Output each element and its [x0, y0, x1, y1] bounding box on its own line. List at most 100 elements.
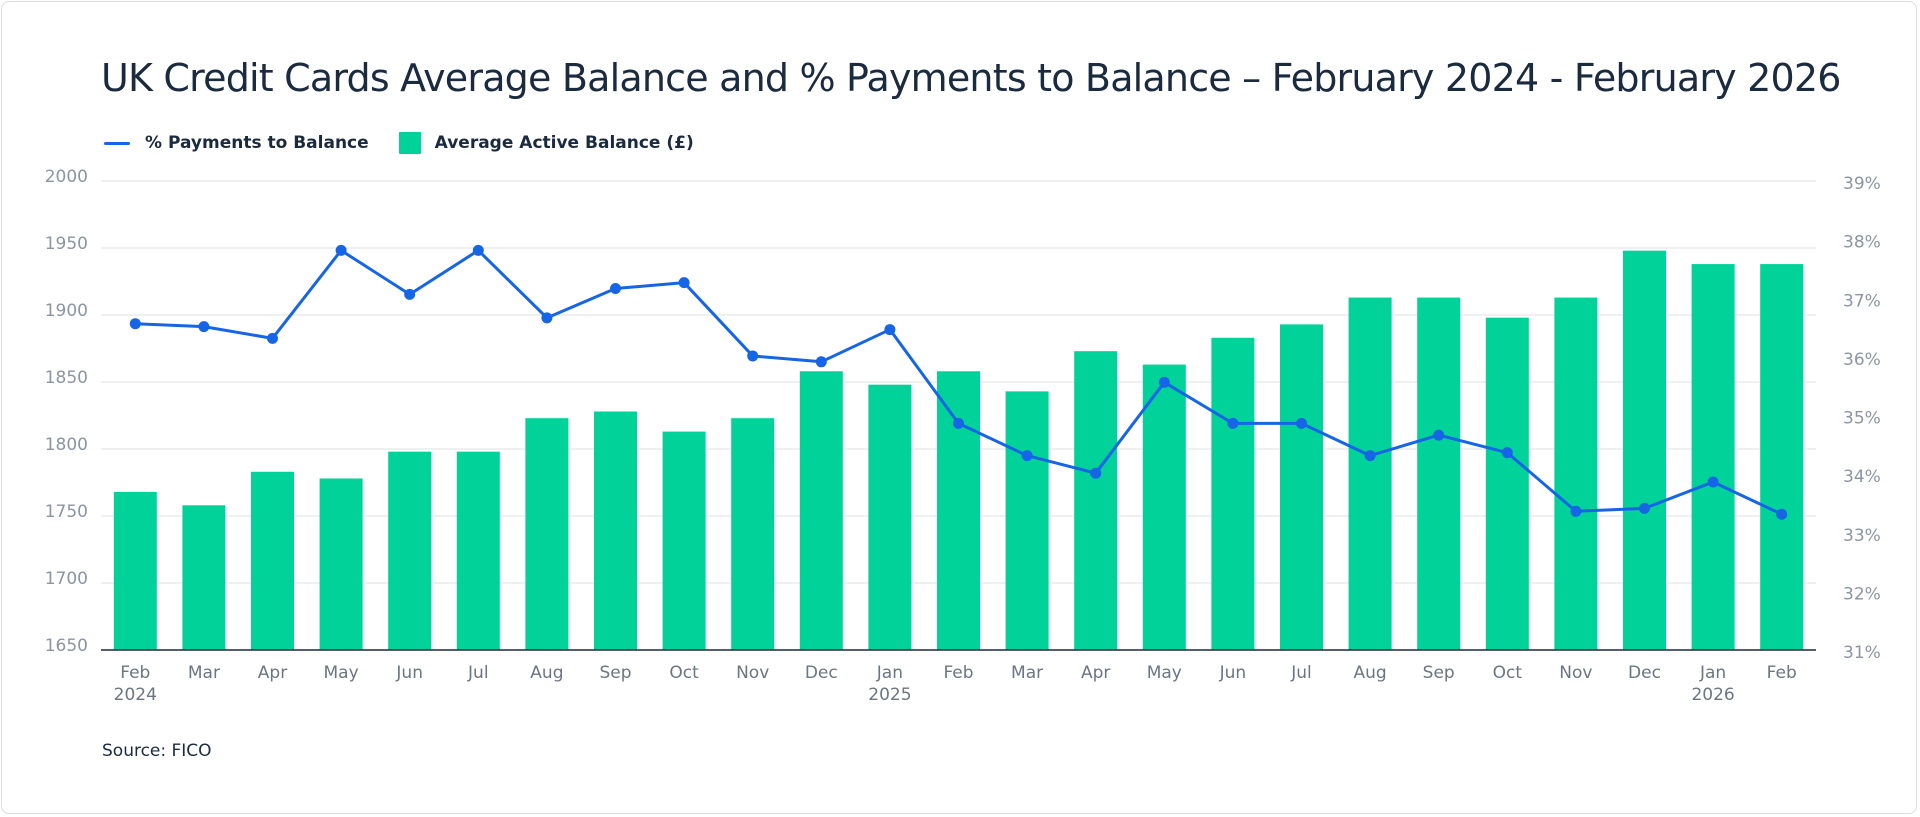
line-point: [1158, 376, 1170, 388]
legend-line-label: % Payments to Balance: [145, 133, 369, 153]
x-tick-label: Apr: [1081, 663, 1110, 683]
line-point: [472, 244, 484, 256]
y-right-tick-label: 37%: [1843, 291, 1881, 311]
x-tick-year-label: 2024: [114, 685, 157, 705]
line-point: [267, 332, 278, 344]
line-point: [1090, 467, 1102, 479]
bar: [319, 478, 363, 650]
x-tick-label: Dec: [1628, 663, 1661, 683]
bar: [113, 491, 157, 650]
x-tick-label: Aug: [1353, 663, 1386, 683]
bar: [1760, 264, 1804, 650]
x-tick-label: Mar: [1011, 663, 1043, 683]
y-left-tick-label: 1800: [45, 435, 88, 455]
bar: [937, 371, 980, 650]
bar: [1142, 364, 1186, 650]
x-tick-label: Aug: [530, 663, 563, 683]
legend-bar-swatch: [398, 132, 421, 154]
bar: [1417, 297, 1461, 650]
line-point: [1776, 508, 1788, 520]
bar: [251, 471, 294, 650]
y-left-tick-label: 1700: [45, 569, 88, 589]
bar: [182, 505, 226, 650]
x-tick-label: Sep: [599, 663, 631, 683]
bar: [1005, 391, 1049, 650]
x-tick-label: Feb: [120, 663, 150, 683]
line-point: [953, 417, 964, 429]
bar: [388, 451, 432, 650]
line-point: [1364, 450, 1376, 462]
line-point: [404, 288, 416, 300]
line-point: [1227, 417, 1239, 429]
line-point: [747, 350, 759, 362]
legend-line-swatch: [104, 141, 130, 145]
line-point: [335, 244, 347, 256]
x-tick-label: May: [1147, 663, 1182, 683]
y-right-tick-label: 39%: [1843, 174, 1881, 194]
x-tick-label: Oct: [1493, 663, 1523, 683]
line-point: [129, 318, 141, 330]
bar: [1348, 297, 1392, 650]
line-point: [1707, 476, 1719, 488]
chart-title: UK Credit Cards Average Balance and % Pa…: [101, 56, 1841, 100]
x-tick-label: May: [324, 663, 359, 683]
bar: [594, 411, 637, 650]
x-tick-label: Jan: [876, 663, 903, 683]
y-left-tick-label: 1750: [45, 502, 88, 522]
line-point: [884, 324, 896, 336]
source-note: Source: FICO: [102, 741, 212, 761]
y-right-tick-label: 31%: [1843, 643, 1881, 663]
chart-legend: % Payments to Balance Average Active Bal…: [104, 131, 694, 155]
bar: [1485, 317, 1529, 650]
y-left-tick-label: 1650: [45, 636, 88, 656]
line-point: [1570, 505, 1582, 517]
y-left-tick-label: 1850: [45, 368, 88, 388]
bar: [1074, 351, 1118, 650]
bar: [1623, 250, 1666, 650]
x-tick-label: Oct: [669, 663, 699, 683]
x-tick-label: Jul: [1290, 663, 1312, 683]
line-point: [1021, 450, 1033, 462]
bar: [662, 431, 706, 650]
x-tick-label: Jan: [1699, 663, 1726, 683]
x-tick-label: Nov: [1559, 663, 1592, 683]
bar: [1211, 337, 1255, 650]
bar: [1554, 297, 1598, 650]
bar: [731, 418, 775, 650]
line-point: [1296, 417, 1307, 429]
y-right-tick-label: 32%: [1843, 584, 1881, 604]
bar: [799, 371, 843, 650]
x-tick-label: Mar: [188, 663, 220, 683]
legend-bar-label: Average Active Balance (£): [434, 133, 694, 153]
x-tick-label: Feb: [943, 663, 973, 683]
x-tick-label: Feb: [1767, 663, 1797, 683]
line-point: [678, 277, 690, 289]
x-tick-year-label: 2025: [868, 685, 911, 705]
x-tick-label: Jul: [467, 663, 489, 683]
y-left-tick-label: 1900: [45, 301, 88, 321]
x-tick-label: Apr: [258, 663, 287, 683]
line-point: [198, 321, 210, 333]
bar: [1691, 264, 1735, 650]
line-point: [815, 356, 827, 368]
bar: [1280, 324, 1323, 650]
x-tick-label: Nov: [736, 663, 769, 683]
y-right-tick-label: 34%: [1843, 467, 1881, 487]
x-tick-label: Dec: [805, 663, 838, 683]
x-tick-label: Jun: [395, 663, 423, 683]
y-left-tick-label: 1950: [45, 234, 88, 254]
x-tick-label: Jun: [1219, 663, 1247, 683]
x-tick-year-label: 2026: [1691, 685, 1734, 705]
x-tick-label: Sep: [1423, 663, 1455, 683]
line-point: [610, 283, 621, 295]
y-right-tick-label: 33%: [1843, 526, 1881, 546]
y-right-tick-label: 35%: [1843, 409, 1881, 429]
bar: [456, 451, 500, 650]
line-point: [541, 312, 553, 324]
line-point: [1639, 502, 1650, 514]
y-right-tick-label: 38%: [1843, 233, 1881, 253]
line-point: [1433, 429, 1445, 441]
bar: [525, 418, 569, 650]
y-right-tick-label: 36%: [1843, 350, 1881, 370]
